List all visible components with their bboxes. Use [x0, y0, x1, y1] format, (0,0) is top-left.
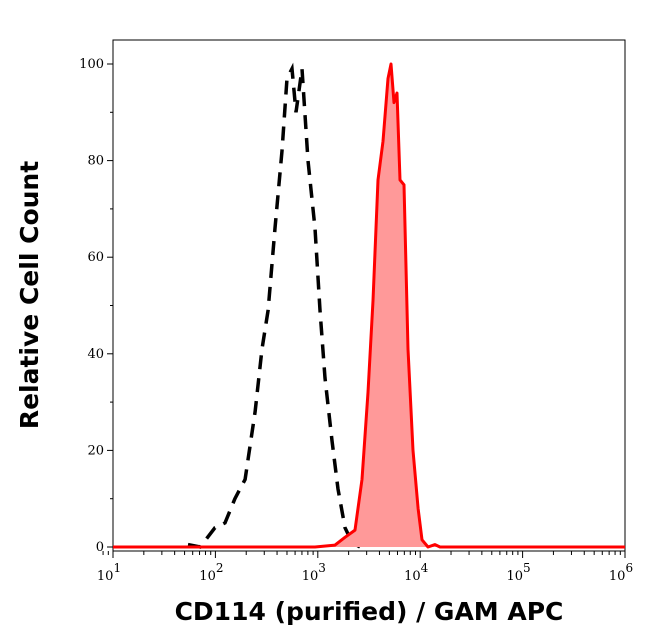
y-tick-label: 60 — [87, 250, 104, 265]
y-tick-label: 40 — [87, 347, 104, 362]
plot-frame — [112, 39, 626, 552]
x-tick-label: 105 — [507, 561, 531, 584]
series-fill-1 — [113, 64, 625, 547]
y-tick-label: 80 — [87, 154, 104, 169]
y-axis-label: Relative Cell Count — [15, 161, 44, 429]
x-tick-label: 104 — [404, 561, 429, 584]
x-tick-label: 106 — [609, 561, 633, 584]
x-tick-label: 101 — [97, 561, 121, 584]
x-tick-label: 103 — [302, 561, 326, 584]
series-line-0 — [187, 62, 361, 549]
x-axis-label: CD114 (purified) / GAM APC — [175, 597, 564, 626]
y-tick-label: 0 — [96, 540, 104, 555]
y-tick-label: 20 — [87, 443, 104, 458]
x-tick-label: 102 — [199, 561, 223, 584]
series-line-1 — [113, 62, 625, 549]
y-tick-label: 100 — [79, 57, 104, 72]
